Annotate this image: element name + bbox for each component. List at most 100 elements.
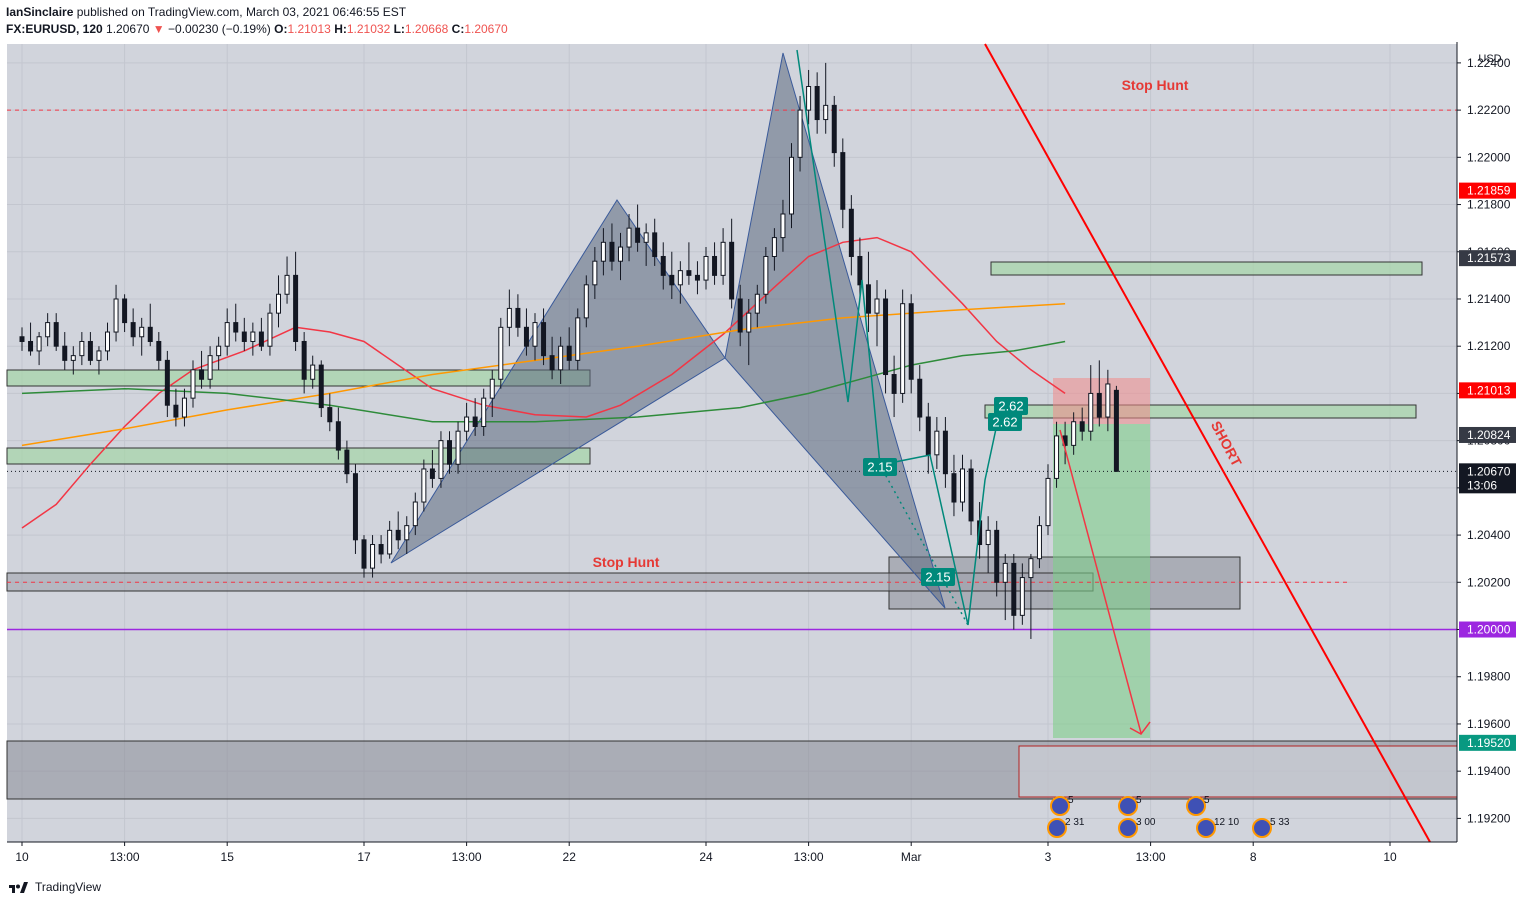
candle[interactable] [19,336,25,342]
candle[interactable] [960,468,965,503]
plot-area[interactable] [7,44,1457,842]
candle[interactable] [1113,389,1119,472]
candle[interactable] [344,449,350,475]
candle[interactable] [387,529,393,555]
candle[interactable] [703,255,709,281]
candle[interactable] [447,440,452,465]
candle[interactable] [677,270,683,286]
candle[interactable] [925,416,931,456]
candle[interactable] [660,255,666,276]
candle[interactable] [1079,421,1085,432]
candle[interactable] [831,104,837,154]
candle[interactable] [652,232,658,257]
candle[interactable] [87,340,93,361]
candle[interactable] [318,364,324,409]
candle[interactable] [917,378,923,418]
economic-event-icon[interactable] [1047,818,1067,838]
candle[interactable] [934,430,940,456]
candle[interactable] [566,345,572,361]
candle[interactable] [378,544,384,555]
candle[interactable] [900,303,906,394]
candle[interactable] [472,416,478,427]
candle[interactable] [883,298,889,376]
candle[interactable] [618,246,623,262]
candle[interactable] [1002,562,1008,583]
candle[interactable] [481,397,487,427]
candle[interactable] [1028,558,1034,579]
candle[interactable] [395,529,401,541]
candle[interactable] [951,473,957,503]
candle[interactable] [173,404,179,418]
economic-event-icon[interactable] [1196,818,1216,838]
candle[interactable] [541,322,547,357]
candle[interactable] [216,345,222,357]
economic-event-icon[interactable] [1118,818,1138,838]
candle[interactable] [558,345,564,371]
candle[interactable] [1011,562,1017,616]
candle[interactable] [985,529,991,546]
candle[interactable] [438,440,444,479]
candle[interactable] [789,156,794,215]
candle[interactable] [199,369,205,380]
candle[interactable] [694,274,700,281]
candle[interactable] [53,322,59,347]
candle[interactable] [421,468,427,503]
candle[interactable] [139,326,145,338]
candle[interactable] [284,274,290,295]
candle[interactable] [806,85,812,111]
candle[interactable] [105,331,110,352]
candle[interactable] [797,109,803,158]
candle[interactable] [592,260,598,286]
economic-event-icon[interactable] [1050,796,1070,816]
candle[interactable] [1054,435,1060,479]
candle[interactable] [1105,383,1111,418]
candle[interactable] [233,322,239,333]
candle[interactable] [412,501,418,527]
candle[interactable] [771,237,777,257]
candle[interactable] [301,340,307,380]
candle[interactable] [626,227,632,248]
candle[interactable] [164,359,170,406]
candle[interactable] [669,274,675,286]
candle[interactable] [994,529,1000,583]
candle[interactable] [515,307,521,328]
candle[interactable] [70,355,76,361]
candle[interactable] [729,241,735,300]
candle[interactable] [455,430,461,465]
candle[interactable] [293,274,299,342]
candle[interactable] [1071,421,1077,446]
candle[interactable] [1096,392,1102,418]
candle[interactable] [327,407,333,423]
candle[interactable] [190,369,196,399]
candle[interactable] [857,255,863,286]
candle[interactable] [62,345,68,361]
candle[interactable] [1088,392,1094,432]
author-name[interactable]: IanSinclaire [6,5,74,19]
candle[interactable] [498,326,504,380]
candle[interactable] [686,270,692,276]
candle[interactable] [335,421,341,451]
candle[interactable] [1045,477,1051,527]
candle[interactable] [942,430,948,475]
candle[interactable] [746,312,752,333]
candle[interactable] [241,331,247,342]
economic-event-icon[interactable] [1118,796,1138,816]
symbol-name[interactable]: FX:EURUSD, 120 [6,22,103,36]
candle[interactable] [600,241,606,262]
candle[interactable] [737,298,743,333]
candle[interactable] [370,544,376,569]
candle[interactable] [763,255,769,295]
candle[interactable] [250,331,256,342]
candle[interactable] [156,340,162,361]
candle[interactable] [848,208,854,257]
candle[interactable] [361,539,367,569]
candle[interactable] [258,331,264,347]
candle[interactable] [79,340,85,357]
candle[interactable] [130,322,136,338]
candle[interactable] [968,468,974,522]
candle[interactable] [122,298,128,324]
candle[interactable] [113,298,119,333]
candle[interactable] [276,293,281,314]
candle[interactable] [96,350,102,361]
